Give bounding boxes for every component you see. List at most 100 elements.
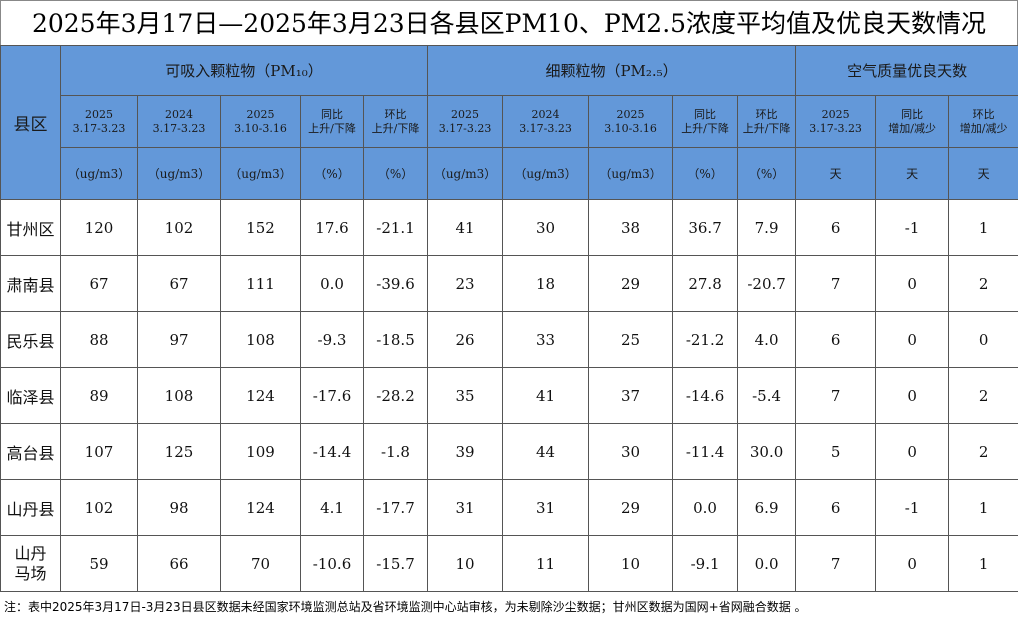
value-cell: 18 — [503, 256, 589, 312]
value-cell: 33 — [503, 312, 589, 368]
unit: （%） — [364, 148, 428, 200]
value-cell: -5.4 — [738, 368, 796, 424]
subheader: 2025 3.10-3.16 — [589, 96, 673, 148]
value-cell: 36.7 — [673, 200, 738, 256]
unit: （ug/m3） — [428, 148, 503, 200]
value-cell: 108 — [138, 368, 221, 424]
value-cell: 44 — [503, 424, 589, 480]
value-cell: -20.7 — [738, 256, 796, 312]
value-cell: 27.8 — [673, 256, 738, 312]
value-cell: 0 — [876, 536, 949, 592]
value-cell: 124 — [221, 480, 301, 536]
value-cell: -39.6 — [364, 256, 428, 312]
subheader: 2025 3.17-3.23 — [428, 96, 503, 148]
value-cell: 7 — [796, 368, 876, 424]
value-cell: 17.6 — [301, 200, 364, 256]
value-cell: 26 — [428, 312, 503, 368]
value-cell: 6 — [796, 200, 876, 256]
value-cell: 4.0 — [738, 312, 796, 368]
unit: 天 — [949, 148, 1018, 200]
value-cell: 0.0 — [738, 536, 796, 592]
region-name: 临泽县 — [1, 368, 61, 424]
subheader: 同比 上升/下降 — [301, 96, 364, 148]
value-cell: 35 — [428, 368, 503, 424]
subheader: 环比 增加/减少 — [949, 96, 1018, 148]
value-cell: -21.1 — [364, 200, 428, 256]
unit: 天 — [876, 148, 949, 200]
region-name: 山丹县 — [1, 480, 61, 536]
value-cell: 2 — [949, 256, 1018, 312]
value-cell: -28.2 — [364, 368, 428, 424]
value-cell: -9.3 — [301, 312, 364, 368]
value-cell: 0 — [876, 368, 949, 424]
subheader: 2024 3.17-3.23 — [503, 96, 589, 148]
value-cell: 30.0 — [738, 424, 796, 480]
subheader: 同比 上升/下降 — [673, 96, 738, 148]
value-cell: 7 — [796, 256, 876, 312]
value-cell: 97 — [138, 312, 221, 368]
subheader: 同比 增加/减少 — [876, 96, 949, 148]
value-cell: 120 — [61, 200, 138, 256]
group-header: 空气质量优良天数 — [796, 46, 1018, 96]
value-cell: 31 — [428, 480, 503, 536]
value-cell: 11 — [503, 536, 589, 592]
subheader: 2025 3.17-3.23 — [796, 96, 876, 148]
value-cell: 111 — [221, 256, 301, 312]
value-cell: 67 — [138, 256, 221, 312]
value-cell: 10 — [428, 536, 503, 592]
value-cell: -15.7 — [364, 536, 428, 592]
value-cell: -9.1 — [673, 536, 738, 592]
value-cell: 1 — [949, 536, 1018, 592]
group-header: 细颗粒物（PM₂.₅） — [428, 46, 796, 96]
value-cell: 4.1 — [301, 480, 364, 536]
subheader: 2025 3.17-3.23 — [61, 96, 138, 148]
value-cell: 152 — [221, 200, 301, 256]
value-cell: 2 — [949, 424, 1018, 480]
value-cell: -18.5 — [364, 312, 428, 368]
group-header: 可吸入颗粒物（PM₁₀） — [61, 46, 428, 96]
unit: 天 — [796, 148, 876, 200]
value-cell: 0 — [876, 256, 949, 312]
value-cell: 41 — [503, 368, 589, 424]
value-cell: 37 — [589, 368, 673, 424]
unit: （%） — [301, 148, 364, 200]
value-cell: 29 — [589, 480, 673, 536]
value-cell: 107 — [61, 424, 138, 480]
value-cell: -17.6 — [301, 368, 364, 424]
value-cell: 89 — [61, 368, 138, 424]
value-cell: 109 — [221, 424, 301, 480]
value-cell: -1 — [876, 480, 949, 536]
value-cell: 0 — [876, 312, 949, 368]
value-cell: 41 — [428, 200, 503, 256]
value-cell: -14.6 — [673, 368, 738, 424]
value-cell: 70 — [221, 536, 301, 592]
value-cell: 25 — [589, 312, 673, 368]
value-cell: 5 — [796, 424, 876, 480]
value-cell: 31 — [503, 480, 589, 536]
region-name: 民乐县 — [1, 312, 61, 368]
unit: （ug/m3） — [589, 148, 673, 200]
value-cell: 30 — [589, 424, 673, 480]
region-name: 肃南县 — [1, 256, 61, 312]
value-cell: 2 — [949, 368, 1018, 424]
region-header: 县区 — [1, 46, 61, 200]
value-cell: 124 — [221, 368, 301, 424]
unit-row: （ug/m3）（ug/m3）（ug/m3）（%）（%）（ug/m3）（ug/m3… — [1, 148, 1018, 200]
value-cell: 0.0 — [301, 256, 364, 312]
value-cell: 23 — [428, 256, 503, 312]
subheader: 环比 上升/下降 — [364, 96, 428, 148]
unit: （ug/m3） — [221, 148, 301, 200]
unit: （ug/m3） — [61, 148, 138, 200]
value-cell: -21.2 — [673, 312, 738, 368]
header-row: 县区可吸入颗粒物（PM₁₀）细颗粒物（PM₂.₅）空气质量优良天数 — [1, 46, 1018, 96]
value-cell: 38 — [589, 200, 673, 256]
value-cell: 7 — [796, 536, 876, 592]
value-cell: 10 — [589, 536, 673, 592]
